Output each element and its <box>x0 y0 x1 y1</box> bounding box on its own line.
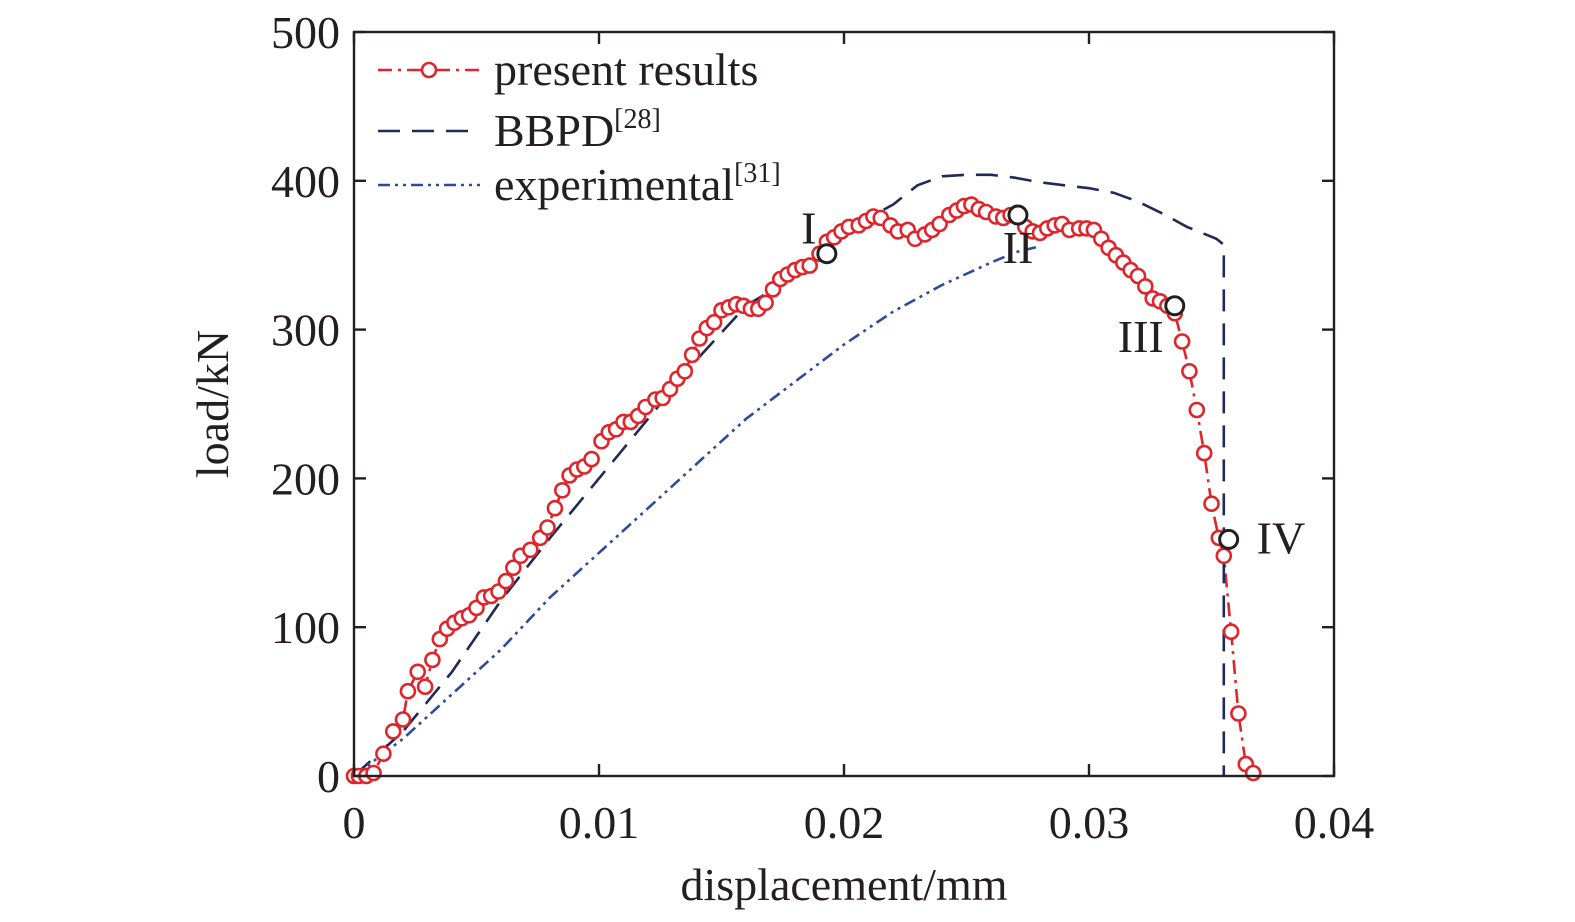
y-tick-label: 300 <box>271 305 340 356</box>
legend-label-present-results: present results <box>494 44 758 95</box>
legend-series-name: BBPD <box>494 105 614 156</box>
marked-point-iii <box>1164 295 1186 317</box>
data-point <box>394 711 412 728</box>
data-point <box>522 541 539 559</box>
y-tick-label: 500 <box>271 7 340 58</box>
series-line-bbpd <box>353 173 1226 777</box>
data-point <box>1222 623 1240 641</box>
marked-point-iv <box>1218 528 1240 550</box>
legend-series-name: experimental <box>494 159 734 210</box>
marker-layer <box>345 196 1262 785</box>
data-point <box>416 678 434 696</box>
data-point <box>365 764 382 782</box>
data-point <box>676 362 694 380</box>
y-axis-title: load/kN <box>187 330 238 478</box>
data-point <box>539 519 556 536</box>
x-tick-label: 0 <box>343 797 366 848</box>
legend-marker <box>420 61 438 79</box>
marked-point-i <box>816 243 838 265</box>
data-point <box>1181 362 1198 380</box>
data-point <box>757 294 774 312</box>
data-point <box>497 572 515 590</box>
data-point <box>705 313 723 331</box>
data-point <box>583 450 600 468</box>
data-point <box>1137 278 1154 295</box>
series-line-experimental <box>353 245 1041 778</box>
y-tick-label: 100 <box>271 602 340 653</box>
data-point <box>399 682 417 700</box>
x-tick-label: 0.04 <box>1294 797 1375 848</box>
data-point <box>546 499 564 517</box>
point-label-iv: IV <box>1257 512 1306 563</box>
point-label-iii: III <box>1118 311 1164 362</box>
point-label-i: I <box>801 203 816 254</box>
data-point <box>801 257 819 274</box>
legend-reference: [31] <box>734 158 781 189</box>
data-point <box>384 723 402 740</box>
point-label-ii: II <box>1003 222 1034 273</box>
tick-label-layer: 0 0.01 0.02 0.03 0.04 0 100 200 300 400 500 <box>271 7 1374 848</box>
x-tick-label: 0.02 <box>804 797 885 848</box>
data-point <box>683 346 701 364</box>
axes-layer <box>352 30 1336 778</box>
y-tick-label: 400 <box>271 156 340 207</box>
legend-label-bbpd: BBPD[28] <box>494 104 661 156</box>
marked-point-ii <box>1007 204 1029 226</box>
x-tick-label: 0.01 <box>559 797 640 848</box>
legend-label-experimental: experimental[31] <box>494 158 781 210</box>
data-point <box>1195 444 1213 462</box>
y-tick-label: 200 <box>271 453 340 504</box>
data-point <box>1188 401 1206 419</box>
data-point <box>553 481 571 499</box>
data-point <box>504 559 522 577</box>
y-tick-label: 0 <box>317 751 340 802</box>
legend-series-name: present results <box>494 44 758 95</box>
legend-reference: [28] <box>614 104 661 135</box>
data-point <box>1215 547 1233 565</box>
data-point <box>409 663 427 681</box>
data-point <box>1230 705 1247 722</box>
data-point <box>1173 333 1191 350</box>
data-point <box>1244 764 1262 782</box>
data-point <box>424 651 441 669</box>
x-axis-title: displacement/mm <box>680 859 1007 910</box>
data-point <box>375 745 392 763</box>
series-line-present-results <box>354 203 1255 778</box>
x-tick-label: 0.03 <box>1049 797 1130 848</box>
data-point <box>1203 495 1220 513</box>
